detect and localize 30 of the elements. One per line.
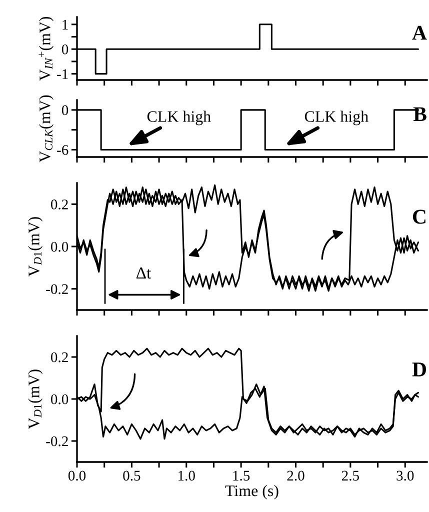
x-tick-label: 1.5 [233,470,250,481]
y-axis-title: V$_{D1}$(mV) [28,370,43,430]
y-tick-label: 0.2 [50,352,68,362]
y-tick-label: 1 [62,20,68,30]
x-tick-label: 2.0 [287,470,304,481]
x-tick-label: 3.0 [396,470,414,481]
annotation: CLK high [147,110,211,126]
annotation: D [412,362,426,376]
annotation: Δt [136,267,152,279]
y-axis-title: V$_{CLK}$(mV) [39,95,54,162]
y-tick-label: -0.2 [46,436,68,446]
x-axis-title: Time (s) [225,484,278,500]
x-tick-label: 0.5 [123,470,140,481]
y-tick-label: 0 [62,44,68,54]
y-tick-label: 0.0 [50,394,68,404]
y-axis-title: V$_{D1}$(mV) [28,217,43,277]
x-tick-label: 2.5 [342,470,359,481]
y-tick-label: 0.2 [50,200,68,210]
y-tick-label: 0.0 [50,242,68,252]
annotation: CLK high [304,110,368,126]
y-tick-label: 0 [62,105,68,116]
y-tick-label: -0.2 [46,284,68,294]
x-tick-label: 1.0 [178,470,195,481]
y-axis-title: V$_{IN}$$^{+}$(mV) [38,16,54,81]
y-tick-label: -1 [57,69,68,79]
x-tick-label: 0.0 [68,470,86,481]
annotation: A [412,26,427,40]
annotation: C [412,210,426,224]
annotation: B [413,107,426,122]
y-tick-label: -6 [57,145,68,155]
